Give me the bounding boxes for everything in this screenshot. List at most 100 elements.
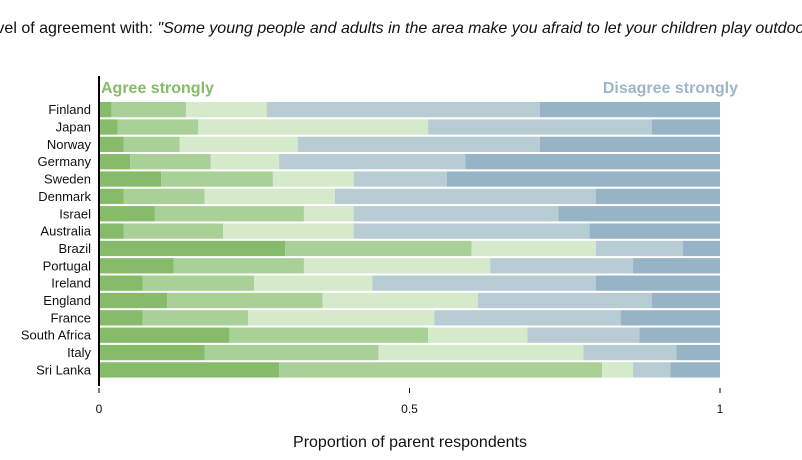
title-quote: "Some young people and adults in the are… xyxy=(157,20,802,37)
bar-segment-5 xyxy=(595,275,720,291)
bar-segment-1 xyxy=(99,258,174,274)
bar-segment-4 xyxy=(428,119,652,135)
bar-segment-2 xyxy=(142,275,255,291)
bar-segment-4 xyxy=(595,240,683,257)
bar-segment-4 xyxy=(527,327,640,343)
bar-segment-2 xyxy=(285,240,472,257)
bar-segment-2 xyxy=(130,154,211,170)
bar-segment-1 xyxy=(99,154,131,170)
bar-segment-4 xyxy=(334,188,596,205)
bar-segment-2 xyxy=(161,171,273,187)
x-axis-ticks: 0 0.5 1 xyxy=(96,388,724,416)
bar-segment-3 xyxy=(428,327,528,343)
bar-segment-5 xyxy=(651,292,720,309)
bar-segment-5 xyxy=(589,223,720,239)
bar-segment-4 xyxy=(353,206,559,222)
bar-segment-4 xyxy=(633,362,671,378)
bar-segment-5 xyxy=(633,258,720,274)
chart-title: Level of agreement with: "Some young peo… xyxy=(0,20,802,44)
bar-segment-3 xyxy=(198,119,429,135)
bar-segment-1 xyxy=(99,292,168,309)
bar-segment-3 xyxy=(303,258,491,274)
bar-segment-4 xyxy=(490,258,634,274)
bar-segment-5 xyxy=(539,136,720,152)
bar-segment-1 xyxy=(99,136,124,152)
category-label: Finland xyxy=(48,102,91,117)
category-label: Norway xyxy=(47,137,92,152)
category-label: Brazil xyxy=(58,241,91,256)
bar-segment-1 xyxy=(99,344,205,361)
bar-segment-1 xyxy=(99,362,280,378)
bar-segment-4 xyxy=(297,136,540,152)
bar-segment-3 xyxy=(602,362,634,378)
bar-segment-2 xyxy=(204,344,379,361)
bar-segment-1 xyxy=(99,119,118,135)
category-label: France xyxy=(51,310,91,325)
bar-segment-2 xyxy=(167,292,323,309)
bar-segment-5 xyxy=(682,240,720,257)
bar-segment-4 xyxy=(353,223,590,239)
category-label: Ireland xyxy=(51,276,91,291)
bar-segment-3 xyxy=(272,171,354,187)
bar-segment-2 xyxy=(142,310,249,326)
bar-segment-2 xyxy=(117,119,199,135)
bar-segment-3 xyxy=(254,275,373,291)
category-label: Japan xyxy=(56,120,91,135)
bar-segment-4 xyxy=(266,102,540,118)
bar-segment-2 xyxy=(229,327,429,343)
bar-segment-4 xyxy=(372,275,596,291)
category-label: Australia xyxy=(40,224,91,239)
bar-segment-2 xyxy=(154,206,304,222)
agree-strongly-label: Agree strongly xyxy=(101,80,214,97)
bar-segment-1 xyxy=(99,275,143,291)
bar-segment-2 xyxy=(123,188,205,205)
x-tick-label: 0 xyxy=(96,402,103,416)
bar-segment-3 xyxy=(223,223,354,239)
x-tick-label: 1 xyxy=(717,402,724,416)
bar-segment-5 xyxy=(465,154,720,170)
category-label: Portugal xyxy=(43,258,92,273)
bar-segment-4 xyxy=(353,171,447,187)
bar-segment-4 xyxy=(477,292,652,309)
bar-segment-3 xyxy=(185,102,267,118)
bar-segment-2 xyxy=(279,362,603,378)
bar-segment-5 xyxy=(676,344,720,361)
bar-segment-5 xyxy=(558,206,720,222)
disagree-strongly-label: Disagree strongly xyxy=(603,80,738,97)
bar-segment-1 xyxy=(99,206,155,222)
title-prefix: Level of agreement with: xyxy=(0,20,153,37)
bar-segment-4 xyxy=(434,310,621,326)
x-tick-label: 0.5 xyxy=(401,402,418,416)
bar-segment-5 xyxy=(620,310,720,326)
bar-segment-5 xyxy=(670,362,720,378)
bar-segment-2 xyxy=(173,258,304,274)
category-label: Italy xyxy=(67,345,91,360)
bar-segment-1 xyxy=(99,240,286,257)
bar-segment-1 xyxy=(99,327,230,343)
category-labels: Finland Japan Norway Germany Sweden Denmark Is… xyxy=(21,102,92,377)
bar-segment-2 xyxy=(111,102,186,118)
category-label: England xyxy=(43,293,91,308)
bar-segment-5 xyxy=(595,188,720,205)
category-label: Israel xyxy=(59,206,91,221)
bar-segment-1 xyxy=(99,223,124,239)
bar-segment-5 xyxy=(539,102,720,118)
category-label: South Africa xyxy=(21,328,92,343)
bar-segment-3 xyxy=(210,154,280,170)
bar-segment-4 xyxy=(279,154,466,170)
bar-segment-3 xyxy=(378,344,584,361)
bar-group xyxy=(99,102,720,378)
bar-segment-5 xyxy=(639,327,720,343)
bar-segment-2 xyxy=(123,223,224,239)
bar-segment-3 xyxy=(179,136,298,152)
category-label: Sweden xyxy=(44,172,91,187)
bar-segment-1 xyxy=(99,171,162,187)
bar-segment-5 xyxy=(446,171,720,187)
bar-segment-3 xyxy=(248,310,435,326)
bar-segment-3 xyxy=(204,188,335,205)
bar-segment-1 xyxy=(99,102,112,118)
bar-segment-5 xyxy=(651,119,720,135)
bar-segment-2 xyxy=(123,136,180,152)
x-axis-label: Proportion of parent respondents xyxy=(293,434,527,451)
